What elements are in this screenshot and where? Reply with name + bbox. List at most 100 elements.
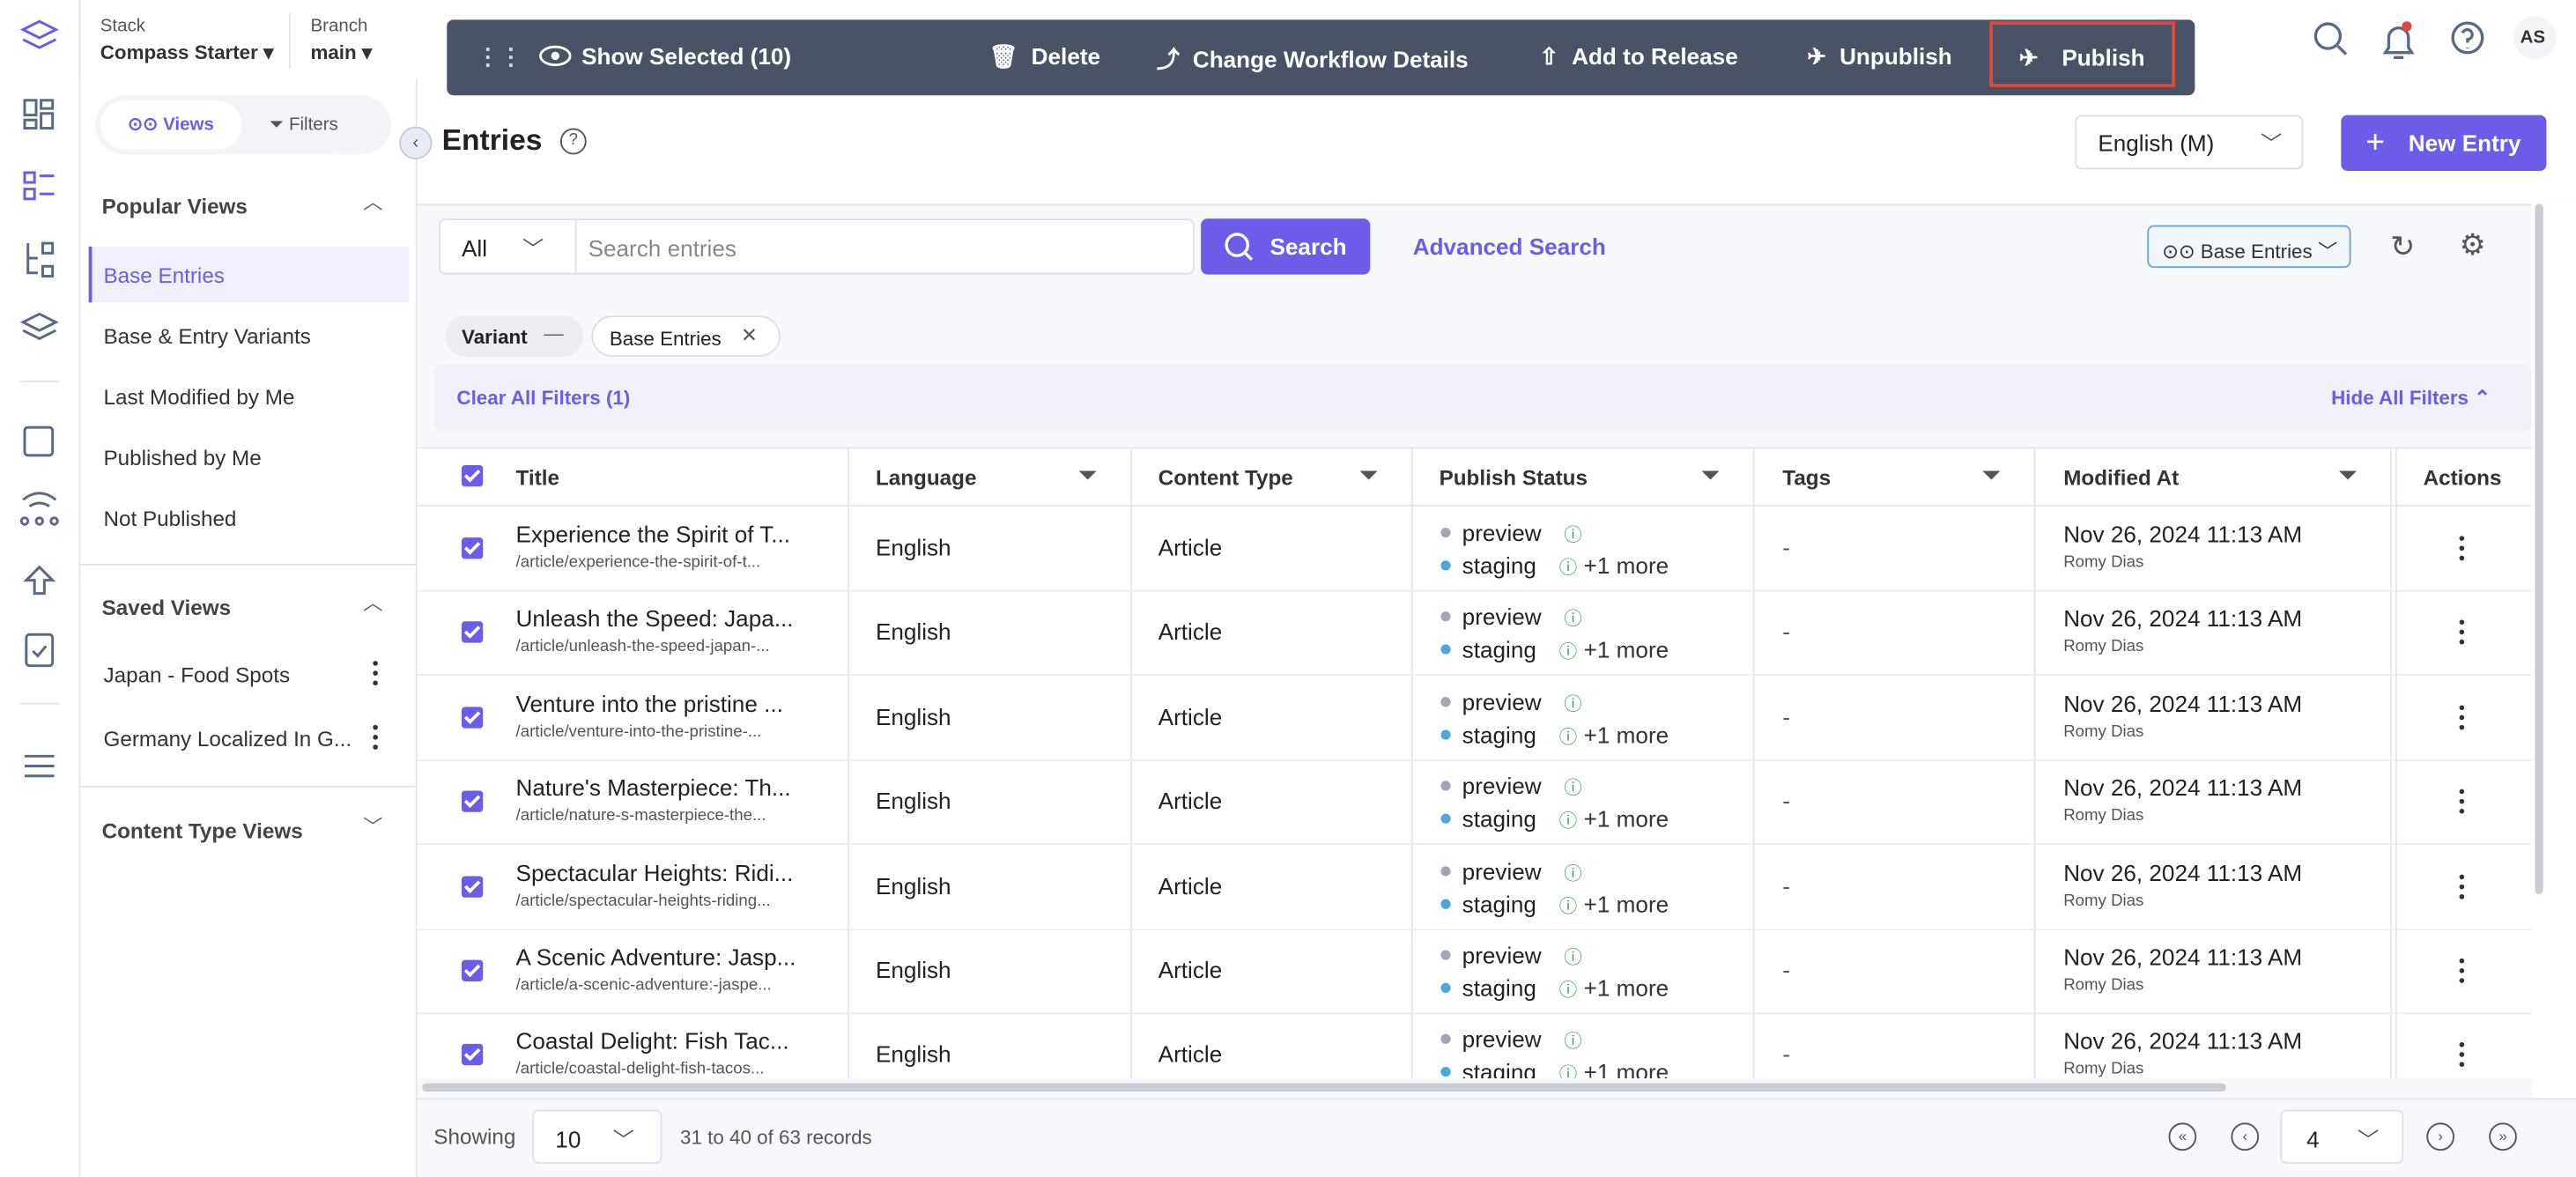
entry-title[interactable]: Experience the Spirit of T... xyxy=(515,521,791,548)
per-page-select[interactable]: 10 ﹀ xyxy=(532,1109,663,1165)
more-environments[interactable]: +1 more xyxy=(1583,890,1669,917)
more-menu[interactable] xyxy=(2459,1042,2466,1073)
view-item[interactable]: Published by Me xyxy=(103,445,262,470)
help-icon[interactable]: ? xyxy=(559,128,587,155)
saved-view-item[interactable]: Germany Localized In G... xyxy=(103,726,352,751)
h-scrollbar[interactable] xyxy=(422,1083,2226,1092)
more-environments[interactable]: +1 more xyxy=(1583,551,1669,579)
entry-title[interactable]: Venture into the pristine ... xyxy=(515,690,783,717)
column-header[interactable]: Tags xyxy=(1782,465,1832,491)
entry-title[interactable]: Spectacular Heights: Ridi... xyxy=(515,859,794,885)
expand-icon[interactable]: ﹀ xyxy=(363,815,383,839)
more-menu[interactable] xyxy=(2459,536,2466,566)
table-row[interactable]: Venture into the pristine ... /article/ve… xyxy=(417,676,2532,761)
filter-icon[interactable]: ⏷ xyxy=(1358,462,1379,491)
column-header[interactable]: Modified At xyxy=(2063,465,2180,491)
filter-icon[interactable]: ⏷ xyxy=(2337,462,2358,491)
row-checkbox[interactable] xyxy=(462,959,484,981)
select-all-checkbox[interactable] xyxy=(462,465,484,487)
prev-page[interactable]: ‹ xyxy=(2231,1122,2260,1151)
collapse-sidebar-button[interactable]: ‹ xyxy=(399,126,433,159)
view-item[interactable]: Base & Entry Variants xyxy=(103,323,311,349)
row-checkbox[interactable] xyxy=(462,706,484,729)
info-icon[interactable]: ⓘ xyxy=(1564,779,1582,800)
refresh-button[interactable]: ↻ xyxy=(2390,230,2416,263)
info-icon[interactable]: ⓘ xyxy=(1564,694,1582,715)
avatar[interactable]: AS xyxy=(2520,27,2546,48)
filters-tab[interactable]: ⏷ Filters xyxy=(269,115,338,136)
first-page[interactable]: « xyxy=(2168,1122,2197,1151)
info-icon[interactable]: ⓘ xyxy=(1558,812,1578,833)
more-menu[interactable] xyxy=(2459,788,2466,819)
next-page[interactable]: › xyxy=(2426,1122,2455,1151)
view-item[interactable]: Not Published xyxy=(103,506,237,531)
view-item[interactable]: Last Modified by Me xyxy=(103,384,295,410)
more-environments[interactable]: +1 more xyxy=(1583,805,1669,833)
info-icon[interactable]: ⓘ xyxy=(1564,948,1582,969)
info-icon[interactable]: ⓘ xyxy=(1558,559,1578,579)
advanced-search-link[interactable]: Advanced Search xyxy=(1412,233,1606,260)
more-environments[interactable]: +1 more xyxy=(1583,974,1669,1002)
filter-icon[interactable]: ⏷ xyxy=(1077,462,1098,491)
entry-title[interactable]: Nature's Masterpiece: Th... xyxy=(515,774,791,802)
branch-select[interactable]: main ▾ xyxy=(310,41,373,64)
collapse-icon[interactable]: ︿ xyxy=(363,190,383,214)
info-icon[interactable]: ⓘ xyxy=(1558,897,1578,917)
table-row[interactable]: Coastal Delight: Fish Tac... /article/coa… xyxy=(418,1013,2532,1078)
row-checkbox[interactable] xyxy=(462,790,484,813)
clear-filters[interactable]: Clear All Filters (1) xyxy=(456,386,631,410)
entry-title[interactable]: Coastal Delight: Fish Tac... xyxy=(515,1027,789,1055)
unpublish-button[interactable]: ✈ Unpublish xyxy=(1807,42,1952,70)
column-header[interactable]: Title xyxy=(515,465,559,491)
workflow-button[interactable]: ⤴ Change Workflow Details xyxy=(1156,46,1469,73)
entry-title[interactable]: A Scenic Adventure: Jasp... xyxy=(515,944,796,970)
show-selected-button[interactable]: Show Selected (10) xyxy=(539,43,791,69)
more-menu[interactable] xyxy=(2459,958,2466,988)
more-menu[interactable] xyxy=(373,724,379,755)
column-header[interactable]: Content Type xyxy=(1158,465,1293,491)
stack-select[interactable]: Compass Starter ▾ xyxy=(100,41,274,64)
row-checkbox[interactable] xyxy=(462,875,484,898)
remove-chip[interactable]: ✕ xyxy=(741,323,758,347)
settings-button[interactable]: ⚙ xyxy=(2459,228,2486,262)
row-checkbox[interactable] xyxy=(462,1044,484,1066)
publish-button[interactable]: ✈ Publish xyxy=(1989,21,2175,87)
hide-filters[interactable]: Hide All Filters ⌃ xyxy=(2331,386,2491,410)
scrollbar[interactable] xyxy=(2535,204,2543,895)
view-select[interactable]: ⊙⊙ Base Entries ﹀ xyxy=(2147,225,2351,269)
filter-icon[interactable]: ⏷ xyxy=(1700,462,1721,491)
info-icon[interactable]: ⓘ xyxy=(1564,526,1582,546)
info-icon[interactable]: ⓘ xyxy=(1558,643,1578,663)
more-menu[interactable] xyxy=(373,661,379,691)
table-row[interactable]: Spectacular Heights: Ridi... /article/spe… xyxy=(417,844,2532,930)
search-input[interactable]: Search entries xyxy=(588,234,737,262)
column-header[interactable]: Language xyxy=(875,465,977,491)
more-environments[interactable]: +1 more xyxy=(1583,636,1669,663)
release-button[interactable]: ⇧ Add to Release xyxy=(1539,42,1738,70)
more-menu[interactable] xyxy=(2459,873,2466,904)
info-icon[interactable]: ⓘ xyxy=(1558,728,1578,748)
entry-title[interactable]: Unleash the Speed: Japa... xyxy=(515,605,794,633)
table-row[interactable]: Nature's Masterpiece: Th... /article/natu… xyxy=(417,759,2532,846)
delete-button[interactable]: 🗑 Delete xyxy=(988,42,1101,70)
column-header[interactable]: Publish Status xyxy=(1439,465,1588,491)
view-item[interactable]: Base Entries xyxy=(103,263,225,288)
more-menu[interactable] xyxy=(2459,620,2466,650)
info-icon[interactable]: ⓘ xyxy=(1558,981,1578,1002)
info-icon[interactable]: ⓘ xyxy=(1558,1065,1578,1079)
more-environments[interactable]: +1 more xyxy=(1583,1059,1669,1079)
row-checkbox[interactable] xyxy=(462,622,484,644)
table-row[interactable]: Unleash the Speed: Japa... /article/unlea… xyxy=(417,591,2532,677)
info-icon[interactable]: ⓘ xyxy=(1564,1033,1582,1053)
language-select[interactable]: English (M) ﹀ xyxy=(2075,115,2304,170)
collapse-icon[interactable]: ︿ xyxy=(363,591,383,615)
filter-icon[interactable]: ⏷ xyxy=(1980,462,2002,491)
search-button[interactable]: Search xyxy=(1201,218,1371,275)
info-icon[interactable]: ⓘ xyxy=(1564,610,1582,631)
last-page[interactable]: » xyxy=(2489,1122,2517,1151)
scope-select[interactable]: All ﹀ xyxy=(440,220,577,273)
info-icon[interactable]: ⓘ xyxy=(1564,863,1582,885)
more-menu[interactable] xyxy=(2459,705,2466,735)
table-row[interactable]: A Scenic Adventure: Jasp... /article/a-sc… xyxy=(417,929,2532,1015)
page-select[interactable]: 4 ﹀ xyxy=(2280,1109,2404,1165)
